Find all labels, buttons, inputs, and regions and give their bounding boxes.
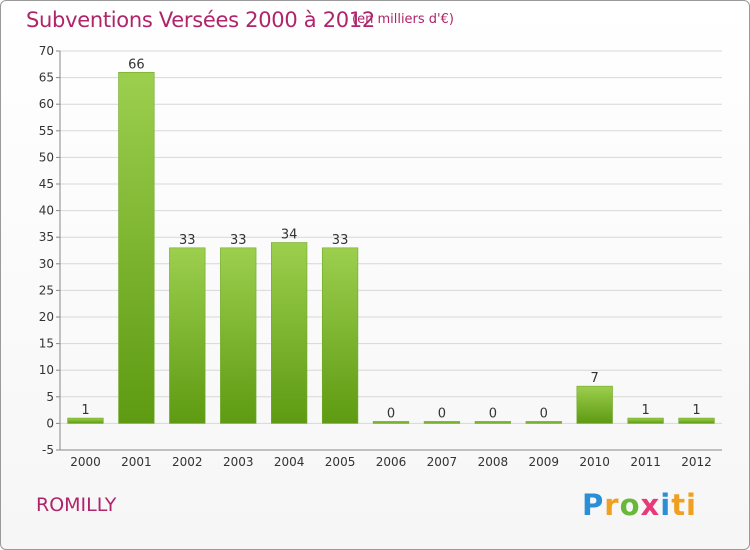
x-tick-label-2012: 2012 [681, 455, 712, 469]
data-label-2010: 7 [591, 371, 599, 386]
logo-letter: o [619, 488, 641, 522]
logo-letter: i [660, 488, 672, 522]
y-tick-label: 20 [39, 310, 54, 324]
y-tick-label: 40 [39, 204, 54, 218]
x-tick-label-2001: 2001 [121, 455, 152, 469]
y-tick-label: 55 [39, 124, 54, 138]
y-tick-label: 65 [39, 71, 54, 85]
bar-2010 [576, 385, 613, 424]
x-tick-label-2003: 2003 [223, 455, 254, 469]
x-tick-label-2007: 2007 [427, 455, 458, 469]
proxiti-logo: Proxiti [582, 488, 697, 522]
data-label-2000: 1 [81, 403, 89, 418]
logo-letter: r [604, 488, 620, 522]
y-tick-label: 15 [39, 337, 54, 351]
data-label-2004: 34 [281, 228, 298, 243]
y-tick-label: 35 [39, 230, 54, 244]
bar-2009 [525, 421, 562, 424]
bar-2011 [627, 417, 664, 424]
bar-2002 [169, 247, 206, 424]
data-label-2012: 1 [692, 403, 700, 418]
data-label-2006: 0 [387, 406, 395, 421]
bar-2004 [271, 242, 308, 424]
y-tick-label: 30 [39, 257, 54, 271]
x-tick-label-2010: 2010 [579, 455, 610, 469]
bar-2000 [67, 417, 104, 424]
data-label-2002: 33 [179, 233, 196, 248]
data-label-2005: 33 [332, 233, 349, 248]
logo-letter: P [582, 488, 605, 522]
bar-2005 [321, 247, 359, 424]
data-label-2009: 0 [540, 406, 548, 421]
gridlines [60, 50, 722, 451]
bar-2001 [118, 71, 155, 424]
bar-2008 [474, 421, 511, 424]
x-tick-label-2011: 2011 [630, 455, 661, 469]
x-tick-label-2004: 2004 [274, 455, 305, 469]
data-label-2001: 66 [128, 57, 145, 72]
commune-name: ROMILLY [36, 494, 117, 516]
bar-2003 [220, 247, 257, 424]
bars: 1 66 33 33 34 33 0 0 0 0 7 1 1 [67, 57, 715, 424]
y-tick-label: 50 [39, 150, 54, 164]
bar-2006 [372, 421, 410, 424]
data-label-2003: 33 [230, 233, 247, 248]
x-tick-label-2008: 2008 [478, 455, 509, 469]
y-tick-label: 25 [39, 283, 54, 297]
y-tick-label: 0 [46, 416, 54, 430]
y-tick-label: 45 [39, 177, 54, 191]
x-tick-label-2009: 2009 [528, 455, 559, 469]
y-tick-label: 5 [46, 390, 54, 404]
y-tick-label: 10 [39, 363, 54, 377]
data-label-2011: 1 [641, 403, 649, 418]
y-tick-label: -5 [42, 443, 54, 457]
x-tick-label-2005: 2005 [325, 455, 356, 469]
y-tick-label: 70 [39, 44, 54, 58]
bar-2012 [678, 417, 715, 424]
data-label-2007: 0 [438, 406, 446, 421]
logo-letter: ti [671, 488, 697, 522]
y-tick-label: 60 [39, 97, 54, 111]
chart-title: Subventions Versées 2000 à 2012 [26, 8, 375, 32]
x-tick-label-2006: 2006 [376, 455, 407, 469]
logo-letter: x [640, 488, 661, 522]
x-tick-label-2002: 2002 [172, 455, 203, 469]
x-tick-label-2000: 2000 [70, 455, 101, 469]
bar-2007 [423, 421, 461, 424]
data-label-2008: 0 [489, 406, 497, 421]
chart-subtitle: (en milliers d'€) [352, 12, 454, 27]
